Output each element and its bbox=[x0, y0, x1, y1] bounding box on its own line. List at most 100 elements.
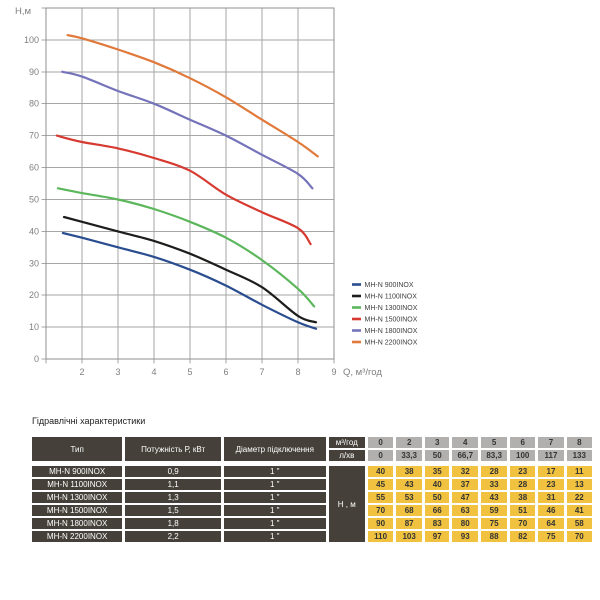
head-value-cell: 75 bbox=[538, 531, 564, 542]
head-value-cell: 83 bbox=[425, 518, 450, 529]
head-value-cell: 82 bbox=[510, 531, 536, 542]
hydraulics-table: Тип Потужність Р, кВт Діаметр підключенн… bbox=[29, 435, 595, 544]
diameter-cell: 1 " bbox=[224, 518, 326, 529]
head-value-cell: 35 bbox=[425, 466, 450, 477]
pump-type-cell: MH-N 900INOX bbox=[32, 466, 123, 477]
head-value-cell: 70 bbox=[510, 518, 536, 529]
head-value-cell: 37 bbox=[452, 479, 479, 490]
flow-m3h-value: 3 bbox=[425, 437, 450, 448]
power-cell: 1,5 bbox=[125, 505, 221, 516]
x-tick-label: 9 bbox=[331, 367, 336, 377]
head-value-cell: 41 bbox=[566, 505, 592, 516]
head-value-cell: 75 bbox=[481, 518, 508, 529]
y-tick-label: 50 bbox=[29, 194, 39, 204]
flow-lmin-value: 83,3 bbox=[481, 450, 508, 461]
y-tick-label: 40 bbox=[29, 226, 39, 236]
head-value-cell: 31 bbox=[538, 492, 564, 503]
head-value-cell: 23 bbox=[510, 466, 536, 477]
head-value-cell: 23 bbox=[538, 479, 564, 490]
diameter-cell: 1 " bbox=[224, 492, 326, 503]
table-spacer-row bbox=[32, 463, 592, 464]
head-value-cell: 51 bbox=[510, 505, 536, 516]
head-value-cell: 32 bbox=[452, 466, 479, 477]
table-row: MH-N 1100INOX 1,1 1 " 45 43 40 37 33 28 23 13 bbox=[32, 479, 592, 490]
table-row: MH-N 1800INOX 1,8 1 " 90 87 83 80 75 70 64 58 bbox=[32, 518, 592, 529]
table-row: MH-N 900INOX 0,9 1 " Н , м 40 38 35 32 28 23 17 11 bbox=[32, 466, 592, 542]
flow-m3h-value: 4 bbox=[452, 437, 479, 448]
diameter-cell: 1 " bbox=[224, 505, 326, 516]
table-header-row-2: л/хв 0 33,3 50 66,7 83,3 100 117 133 bbox=[32, 450, 592, 461]
flow-lmin-value: 117 bbox=[538, 450, 564, 461]
flow-m3h-value: 5 bbox=[481, 437, 508, 448]
head-value-cell: 66 bbox=[425, 505, 450, 516]
x-tick-label: 4 bbox=[151, 367, 156, 377]
y-axis-title: Н,м bbox=[15, 6, 31, 17]
head-value-cell: 93 bbox=[452, 531, 479, 542]
power-cell: 1,1 bbox=[125, 479, 221, 490]
power-cell: 0,9 bbox=[125, 466, 221, 477]
pump-type-cell: MH-N 1800INOX bbox=[32, 518, 123, 529]
x-tick-label: 5 bbox=[187, 367, 192, 377]
flow-m3h-value: 2 bbox=[396, 437, 423, 448]
table-title: Гідравлічні характеристики bbox=[32, 416, 146, 426]
head-value-cell: 80 bbox=[452, 518, 479, 529]
legend-item: MH-N 1800INOX bbox=[352, 328, 418, 335]
legend-label: MH-N 1100INOX bbox=[365, 294, 418, 301]
head-value-cell: 47 bbox=[452, 492, 479, 503]
curve-MH-N-1800INOX bbox=[61, 70, 314, 190]
pump-type-cell: MH-N 1100INOX bbox=[32, 479, 123, 490]
flow-lmin-value: 0 bbox=[368, 450, 394, 461]
flow-m3h-value: 7 bbox=[538, 437, 564, 448]
legend-label: MH-N 900INOX bbox=[365, 282, 414, 289]
x-tick-label: 3 bbox=[115, 367, 120, 377]
head-value-cell: 43 bbox=[396, 479, 423, 490]
pump-curves-chart: 0 10 20 30 40 50 60 70 80 90 100 2 3 4 5 6 7 8 9 Н,м Q, м³/г… bbox=[15, 6, 418, 378]
head-value-cell: 45 bbox=[368, 479, 394, 490]
y-tick-label: 90 bbox=[29, 67, 39, 77]
curve-MH-N-1300INOX bbox=[56, 187, 316, 308]
legend-label: MH-N 2200INOX bbox=[365, 340, 418, 347]
head-value-cell: 53 bbox=[396, 492, 423, 503]
head-value-cell: 87 bbox=[396, 518, 423, 529]
pump-type-cell: MH-N 2200INOX bbox=[32, 531, 123, 542]
legend-item: MH-N 900INOX bbox=[352, 282, 414, 289]
chart-legend: MH-N 900INOX MH-N 1100INOX MH-N 1300INOX MH… bbox=[352, 282, 418, 347]
x-tick-label: 8 bbox=[295, 367, 300, 377]
head-value-cell: 17 bbox=[538, 466, 564, 477]
axis-tick-labels: 0 10 20 30 40 50 60 70 80 90 100 2 3 4 5 6 7 8 9 bbox=[24, 35, 337, 377]
flow-lmin-value: 66,7 bbox=[452, 450, 479, 461]
head-value-cell: 110 bbox=[368, 531, 394, 542]
power-cell: 1,3 bbox=[125, 492, 221, 503]
head-value-cell: 40 bbox=[425, 479, 450, 490]
header-type: Тип bbox=[32, 437, 123, 461]
head-value-cell: 43 bbox=[481, 492, 508, 503]
plot-border bbox=[45, 7, 335, 360]
legend-item: MH-N 2200INOX bbox=[352, 340, 418, 347]
y-tick-label: 30 bbox=[29, 258, 39, 268]
y-tick-label: 10 bbox=[29, 322, 39, 332]
head-value-cell: 46 bbox=[538, 505, 564, 516]
flow-lmin-value: 100 bbox=[510, 450, 536, 461]
legend-item: MH-N 1100INOX bbox=[352, 294, 417, 301]
table-row: MH-N 1500INOX 1,5 1 " 70 68 66 63 59 51 46 41 bbox=[32, 505, 592, 516]
curve-MH-N-900INOX bbox=[61, 231, 318, 330]
table-row: MH-N 1300INOX 1,3 1 " 55 53 50 47 43 38 31 22 bbox=[32, 492, 592, 503]
head-value-cell: 64 bbox=[538, 518, 564, 529]
legend-item: MH-N 1500INOX bbox=[352, 317, 418, 324]
table-row: MH-N 2200INOX 2,2 1 " 110 103 97 93 88 82 75 70 bbox=[32, 531, 592, 542]
pump-type-cell: MH-N 1500INOX bbox=[32, 505, 123, 516]
head-value-cell: 22 bbox=[566, 492, 592, 503]
hydraulics-section: Гідравлічні характеристики Тип Потужніст… bbox=[29, 416, 595, 544]
diameter-cell: 1 " bbox=[224, 531, 326, 542]
flow-m3h-value: 8 bbox=[566, 437, 592, 448]
head-value-cell: 58 bbox=[566, 518, 592, 529]
head-value-cell: 13 bbox=[566, 479, 592, 490]
y-tick-label: 60 bbox=[29, 163, 39, 173]
curve-MH-N-1500INOX bbox=[55, 134, 312, 246]
head-value-cell: 55 bbox=[368, 492, 394, 503]
head-value-cell: 97 bbox=[425, 531, 450, 542]
diameter-cell: 1 " bbox=[224, 479, 326, 490]
header-power: Потужність Р, кВт bbox=[125, 437, 221, 461]
flow-m3h-value: 0 bbox=[368, 437, 394, 448]
flow-lmin-value: 133 bbox=[566, 450, 592, 461]
